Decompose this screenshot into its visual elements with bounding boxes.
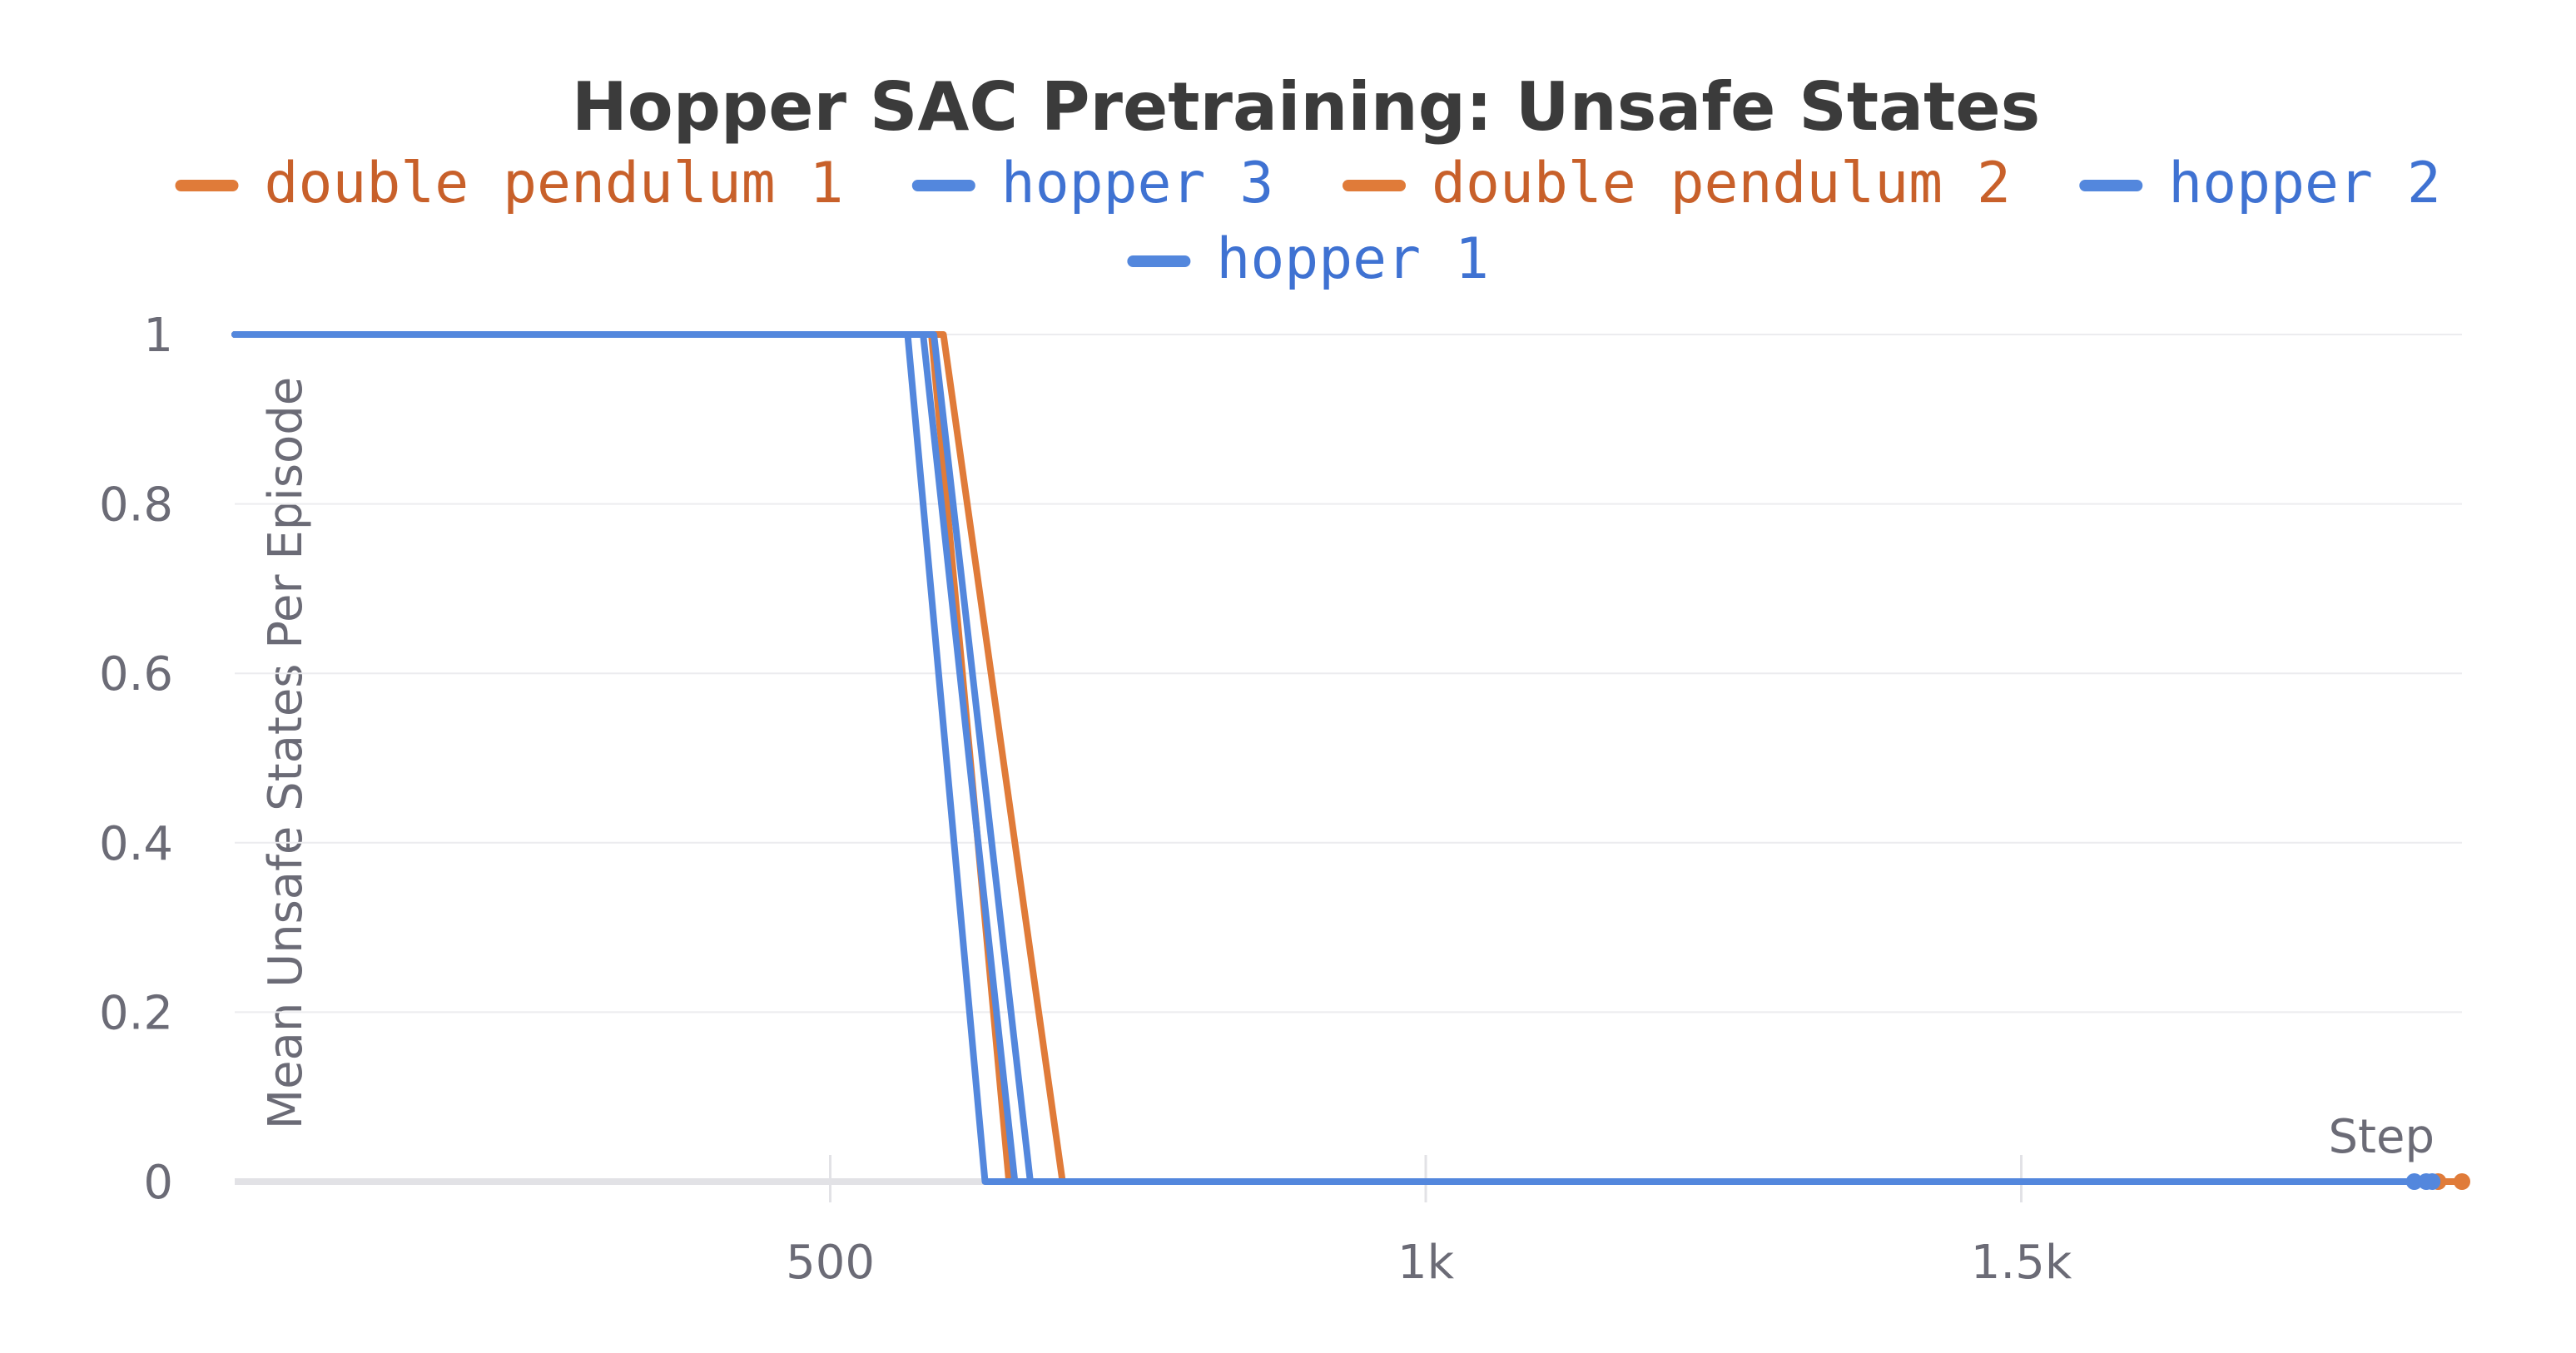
series-line bbox=[231, 331, 2436, 1185]
y-tick-label: 0.4 bbox=[99, 817, 173, 871]
x-tick-label: 1k bbox=[1397, 1236, 1455, 1290]
legend-label: double pendulum 2 bbox=[1432, 151, 2011, 216]
ticks: 0 0.2 0.4 0.6 0.8 1 500 1k 1.5k bbox=[99, 309, 2072, 1290]
series-end-point bbox=[2418, 1173, 2435, 1190]
legend: double pendulum 1 hopper 3 double pendulum… bbox=[175, 151, 2441, 292]
y-tick-label: 0.2 bbox=[99, 986, 173, 1040]
legend-label: hopper 1 bbox=[1216, 226, 1489, 292]
legend-label: double pendulum 1 bbox=[265, 151, 844, 216]
series-lines bbox=[231, 331, 2470, 1190]
y-axis-label: Mean Unsafe States Per Episode bbox=[259, 377, 313, 1130]
legend-label: hopper 3 bbox=[1001, 151, 1274, 216]
chart-title: Hopper SAC Pretraining: Unsafe States bbox=[572, 68, 2040, 146]
x-axis-label: Step bbox=[2328, 1110, 2435, 1164]
y-tick-label: 0 bbox=[143, 1156, 173, 1210]
y-tick-label: 0.6 bbox=[99, 647, 173, 701]
series-line bbox=[231, 331, 2442, 1185]
y-tick-label: 0.8 bbox=[99, 478, 173, 533]
y-tick-label: 1 bbox=[143, 309, 173, 363]
x-tick-label: 1.5k bbox=[1971, 1236, 2072, 1290]
series-line bbox=[231, 331, 2418, 1185]
series-end-point bbox=[2454, 1173, 2470, 1190]
series-line bbox=[231, 331, 2465, 1185]
grid bbox=[235, 334, 2462, 1202]
series-line bbox=[231, 331, 2430, 1185]
x-tick-label: 500 bbox=[786, 1236, 875, 1290]
legend-label: hopper 2 bbox=[2168, 151, 2441, 216]
